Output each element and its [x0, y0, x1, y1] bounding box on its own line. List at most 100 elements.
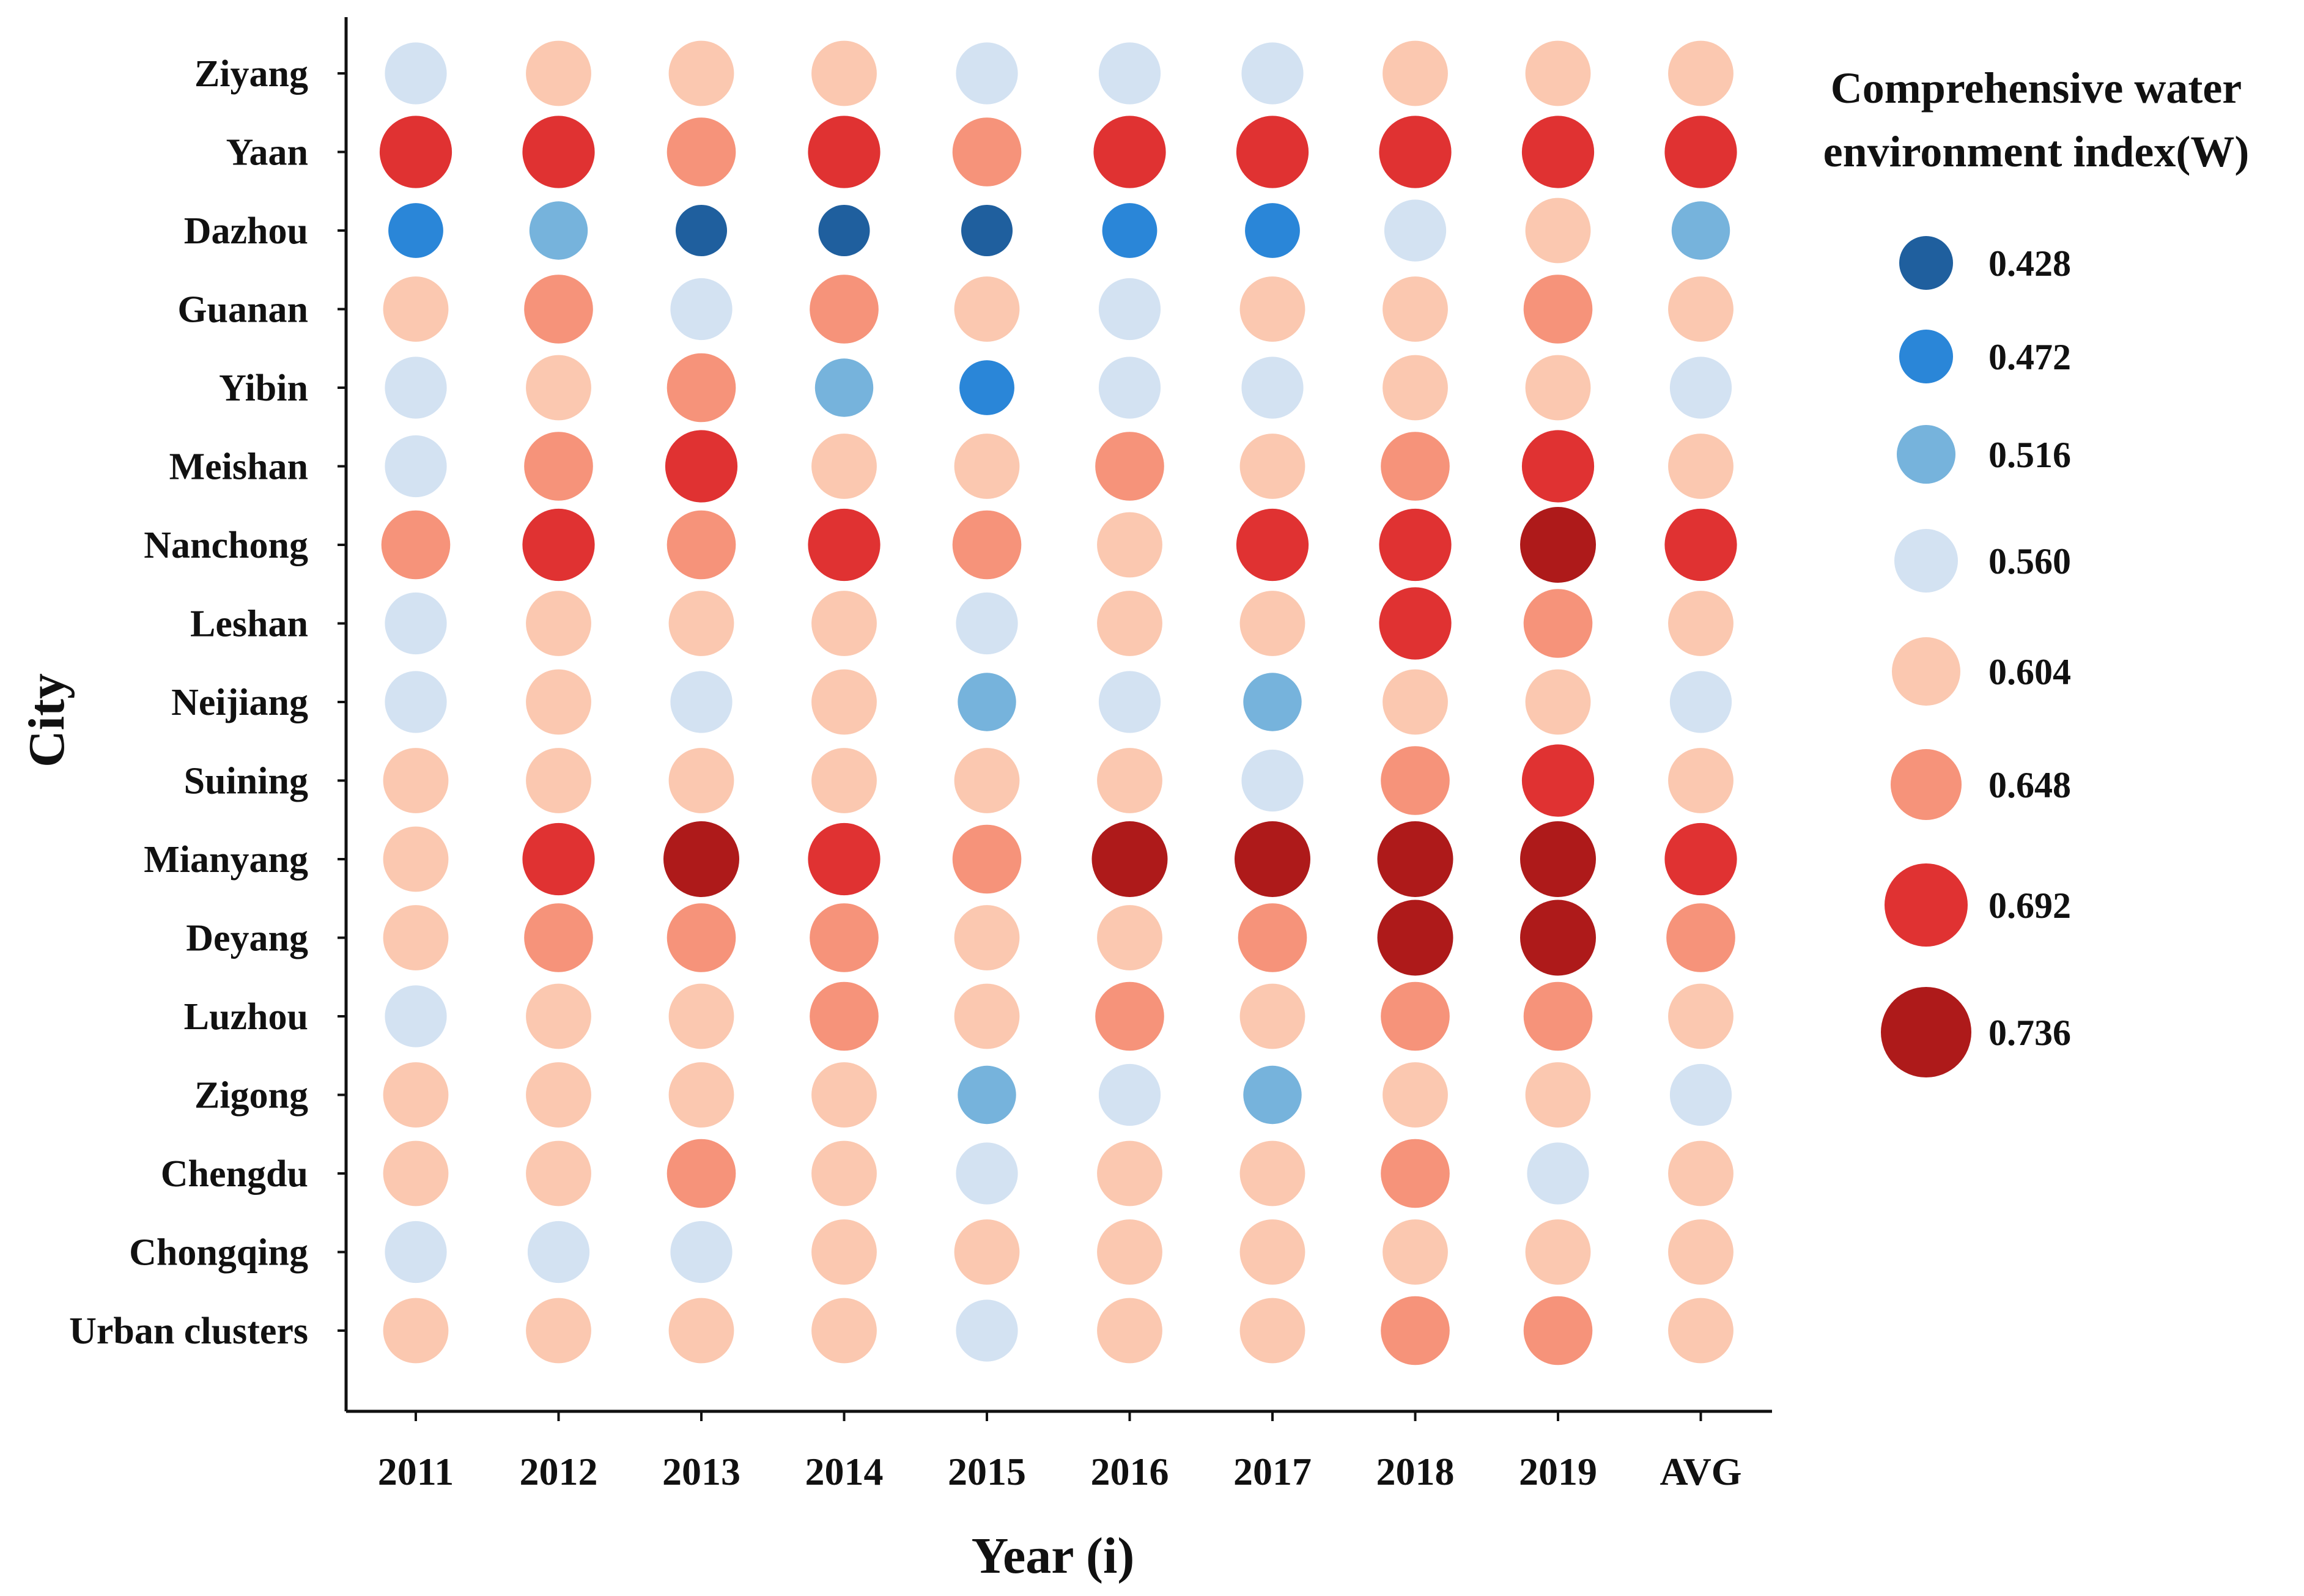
bubble-luzhou-2017: [1239, 983, 1305, 1049]
bubble-deyang-2015: [954, 905, 1020, 970]
x-tick-label: 2015: [948, 1450, 1026, 1493]
bubble-mianyang-2015: [952, 824, 1022, 894]
bubble-zigong-2014: [811, 1062, 877, 1128]
bubble-ziyang-2014: [811, 40, 877, 106]
bubble-luzhou-2015: [954, 983, 1020, 1049]
y-tick-label: Nanchong: [144, 525, 308, 566]
y-tick-label: Zigong: [194, 1075, 308, 1117]
bubble-leshan-2014: [811, 591, 877, 656]
bubble-ziyang-2019: [1525, 40, 1591, 106]
bubble-leshan-2013: [668, 591, 734, 656]
y-tick-label: Yaan: [226, 132, 308, 174]
legend-label: 0.648: [1988, 765, 2071, 805]
bubble-suining-2011: [383, 748, 449, 813]
bubble-neijiang-avg: [1669, 671, 1732, 733]
y-tick-label: Meishan: [169, 446, 308, 488]
bubble-neijiang-2016: [1098, 671, 1161, 733]
legend-label: 0.736: [1988, 1013, 2071, 1053]
legend-swatch: [1899, 236, 1953, 290]
bubble-yaan-2013: [666, 117, 736, 187]
bubble-luzhou-2012: [526, 983, 591, 1049]
bubble-zigong-2012: [526, 1062, 591, 1128]
bubble-ziyang-2012: [526, 40, 591, 106]
bubble-yibin-avg: [1669, 357, 1732, 419]
bubble-chengdu-2015: [956, 1142, 1018, 1205]
bubble-deyang-2017: [1238, 903, 1307, 972]
bubble-nanchong-2015: [952, 510, 1022, 580]
bubble-mianyang-2018: [1377, 821, 1453, 897]
bubble-zigong-2016: [1098, 1063, 1161, 1126]
bubble-chengdu-2011: [383, 1140, 449, 1206]
bubble-yaan-2012: [522, 116, 595, 188]
bubble-guanan-2017: [1239, 276, 1305, 342]
bubble-leshan-2016: [1097, 591, 1162, 656]
bubble-deyang-2014: [810, 903, 879, 972]
bubble-suining-2019: [1521, 744, 1595, 817]
bubble-dazhou-2012: [529, 201, 588, 260]
bubble-chongqing-2019: [1525, 1219, 1591, 1285]
bubble-deyang-avg: [1666, 903, 1735, 972]
bubble-suining-2015: [954, 748, 1020, 813]
bubble-suining-2016: [1097, 748, 1162, 813]
x-tick-label: 2018: [1376, 1450, 1455, 1493]
bubble-leshan-avg: [1668, 591, 1734, 656]
bubble-neijiang-2017: [1243, 673, 1302, 731]
y-tick-label: Dazhou: [184, 210, 308, 252]
bubble-chongqing-2011: [385, 1221, 447, 1284]
legend-label: 0.560: [1988, 541, 2071, 582]
bubble-chengdu-2016: [1097, 1140, 1162, 1206]
bubble-yibin-2011: [385, 357, 447, 419]
y-tick-label: Urban clusters: [69, 1310, 308, 1352]
bubble-urban-clusters-2016: [1097, 1298, 1162, 1364]
legend-swatch: [1894, 529, 1958, 593]
bubble-yibin-2019: [1525, 355, 1591, 421]
bubble-yaan-2016: [1093, 116, 1166, 188]
y-tick-label: Yibin: [219, 368, 308, 409]
bubble-chengdu-2014: [811, 1140, 877, 1206]
bubble-dazhou-2015: [961, 205, 1013, 256]
legend-swatch: [1891, 749, 1962, 820]
bubble-ziyang-2016: [1098, 42, 1161, 105]
x-tick-label: 2013: [662, 1450, 740, 1493]
bubble-chengdu-2017: [1239, 1140, 1305, 1206]
x-tick-label: 2014: [805, 1450, 884, 1493]
bubble-leshan-2011: [385, 592, 447, 655]
bubble-dazhou-avg: [1671, 201, 1730, 260]
bubble-meishan-2011: [385, 435, 447, 498]
y-tick-label: Deyang: [186, 918, 308, 959]
bubble-guanan-2016: [1098, 278, 1161, 341]
bubble-ziyang-2018: [1383, 40, 1448, 106]
legend-item: 0.692: [1885, 863, 2071, 947]
legend-swatch: [1899, 330, 1953, 383]
bubble-mianyang-2011: [383, 826, 449, 892]
bubble-chengdu-2018: [1381, 1139, 1450, 1208]
bubble-dazhou-2017: [1245, 203, 1300, 258]
bubble-urban-clusters-2015: [956, 1299, 1018, 1362]
axes: [338, 17, 1772, 1421]
bubble-nanchong-2016: [1097, 512, 1162, 578]
bubbles: [379, 40, 1737, 1365]
legend-swatch: [1881, 987, 1971, 1077]
legend-title-line1: Comprehensive water: [1831, 64, 2242, 113]
bubble-yaan-2015: [952, 117, 1022, 187]
bubble-leshan-2019: [1523, 589, 1593, 658]
bubble-yaan-2017: [1236, 116, 1309, 188]
bubble-mianyang-2014: [808, 822, 881, 896]
bubble-guanan-avg: [1668, 276, 1734, 342]
bubble-yibin-2018: [1383, 355, 1448, 421]
bubble-meishan-2015: [954, 434, 1020, 499]
bubble-suining-2012: [526, 748, 591, 813]
bubble-deyang-2012: [524, 903, 593, 972]
bubble-zigong-2018: [1383, 1062, 1448, 1128]
y-axis-title: City: [18, 673, 75, 767]
bubble-neijiang-2018: [1383, 669, 1448, 735]
bubble-dazhou-2019: [1525, 198, 1591, 264]
bubble-ziyang-2013: [668, 40, 734, 106]
bubble-mianyang-2016: [1091, 821, 1168, 897]
x-tick-label: 2016: [1091, 1450, 1169, 1493]
bubble-chengdu-2012: [526, 1140, 591, 1206]
bubble-dazhou-2013: [676, 205, 727, 256]
bubble-leshan-2017: [1239, 591, 1305, 656]
bubble-nanchong-2018: [1379, 508, 1452, 582]
y-tick-label: Chengdu: [161, 1153, 308, 1195]
